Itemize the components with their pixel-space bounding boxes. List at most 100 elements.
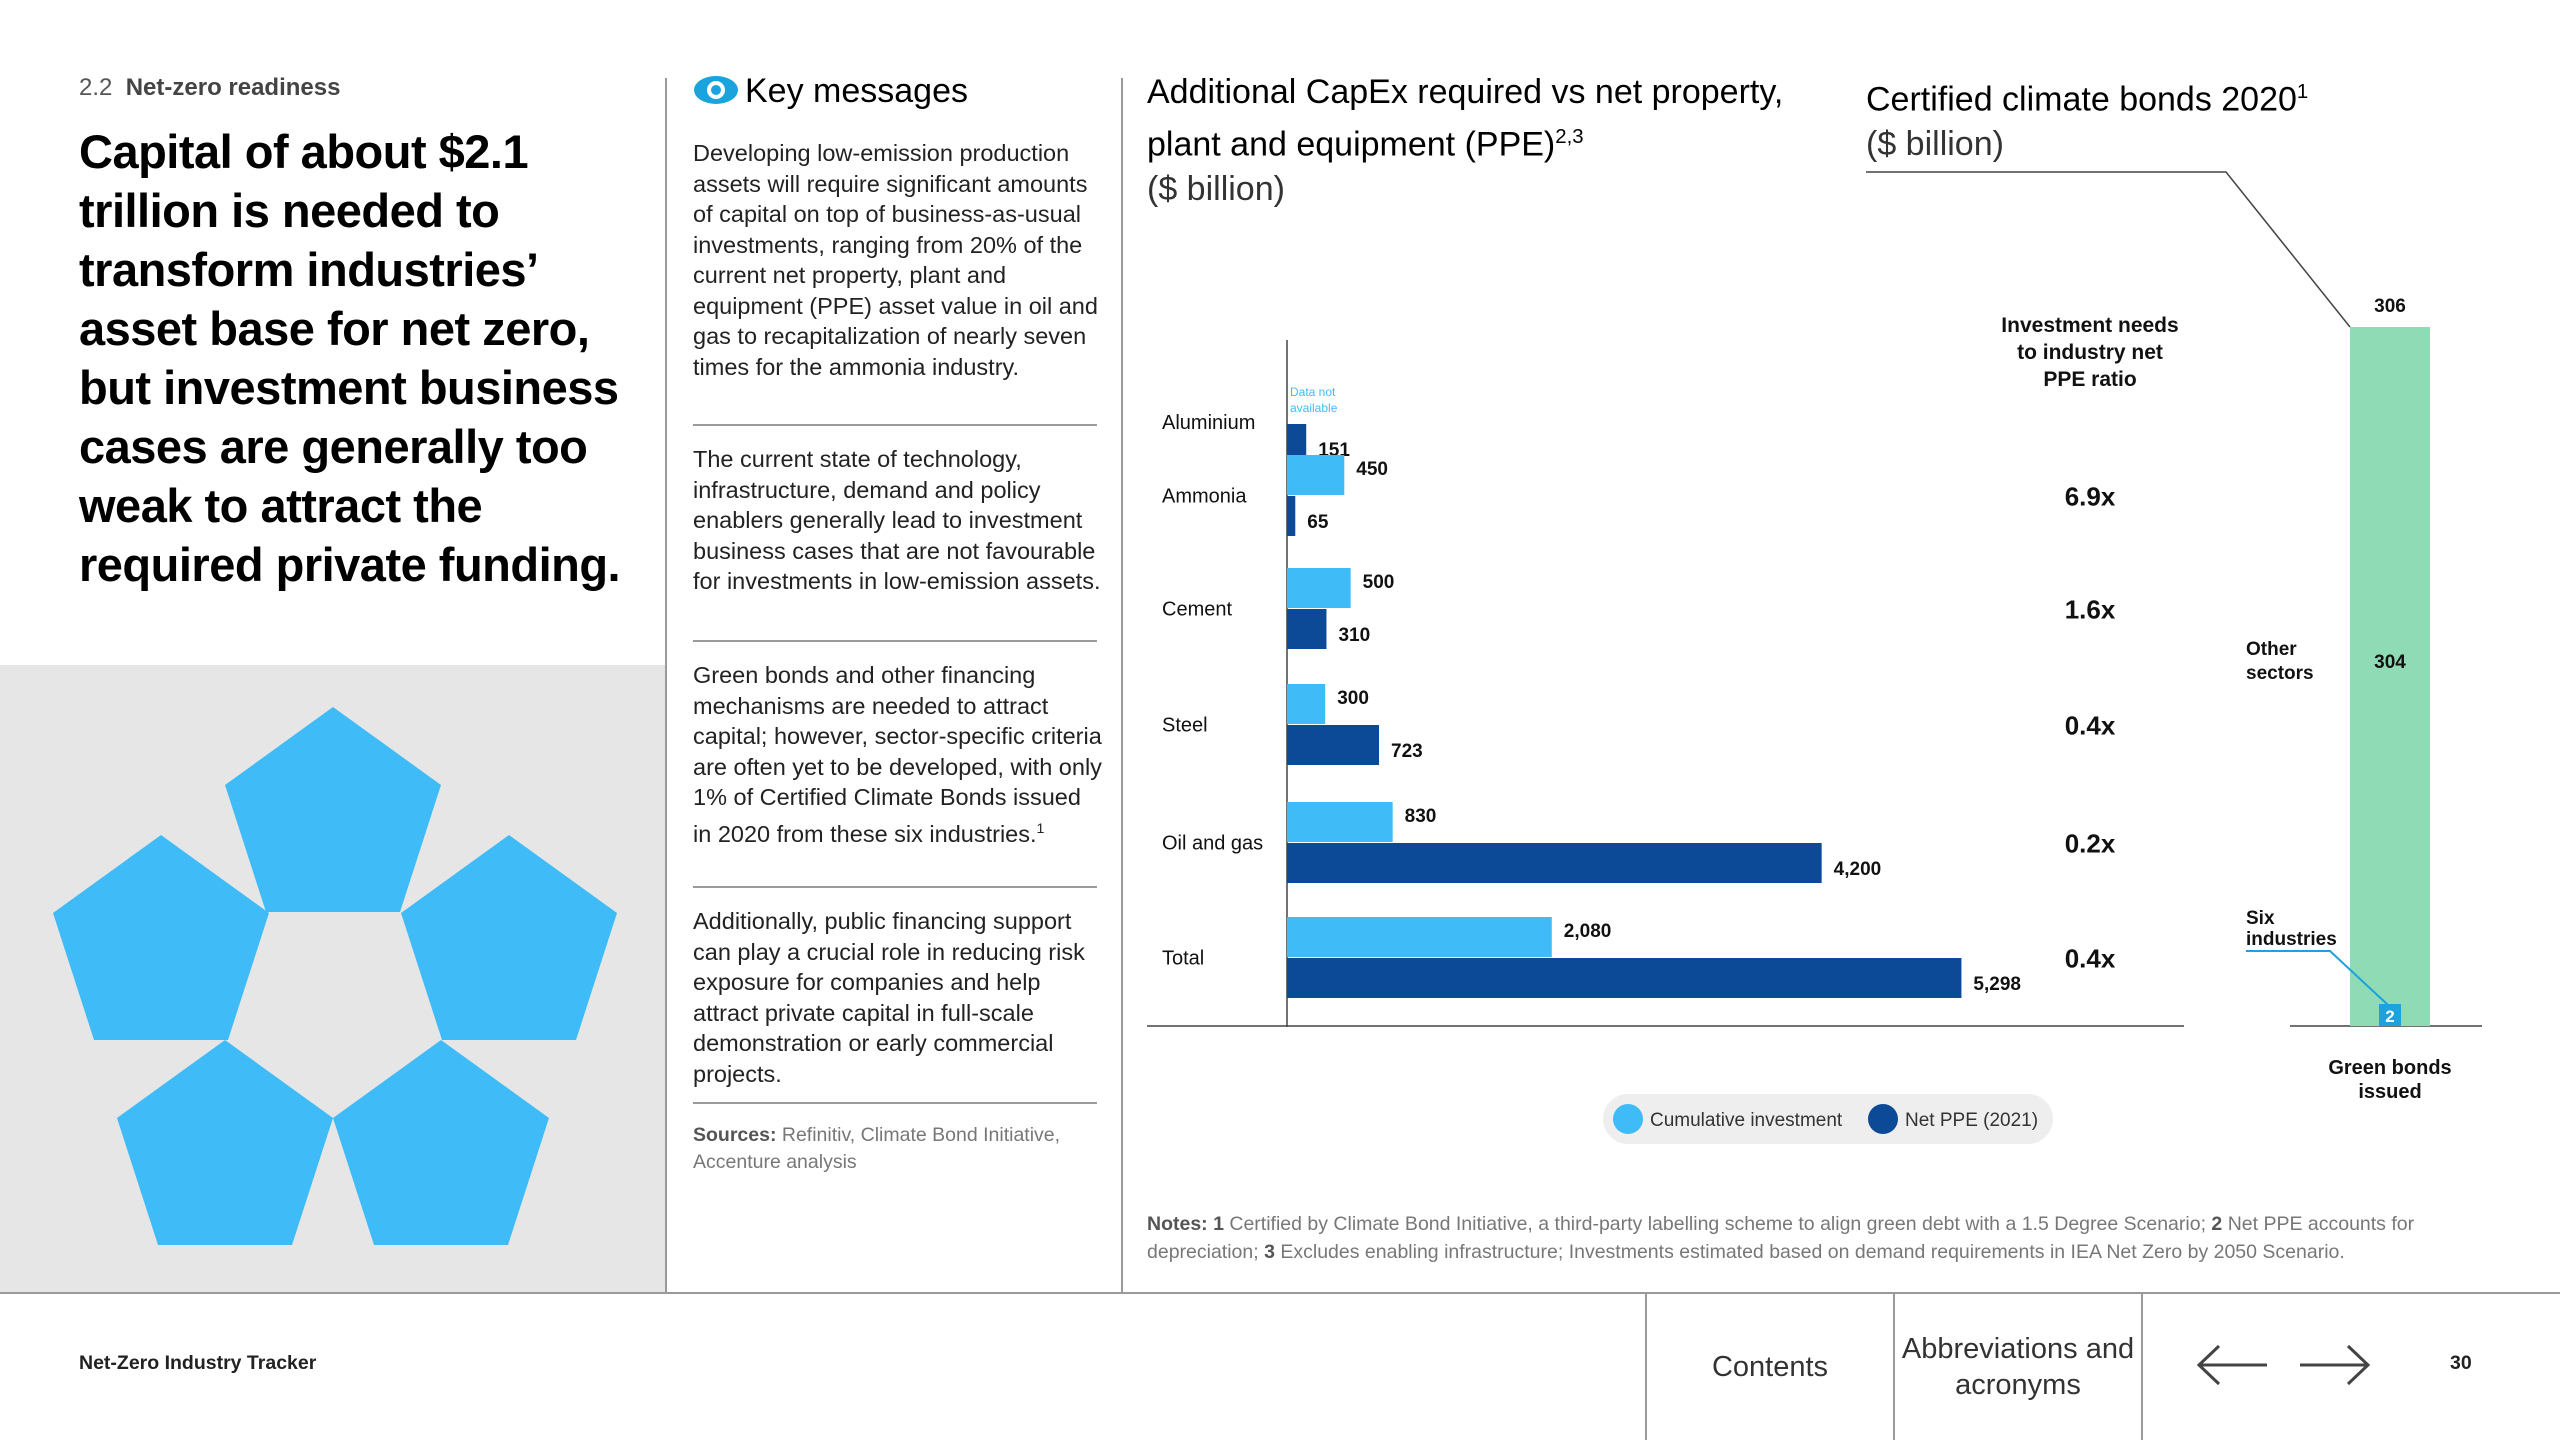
key-message-3: Green bonds and other financing mechanis… <box>693 660 1103 849</box>
sources-text: Refinitiv, Climate Bond Initiative, Acce… <box>693 1124 1061 1173</box>
divider <box>693 886 1097 888</box>
capex-unit: ($ billion) <box>1147 170 1285 209</box>
chart-notes: Notes: 1 Certified by Climate Bond Initi… <box>1147 1210 2477 1266</box>
legend-background <box>1603 1094 2053 1144</box>
bar-net-ppe <box>1287 958 1962 998</box>
title-connector-line <box>1866 171 2351 328</box>
divider <box>665 78 667 1293</box>
value-label-net-ppe: 723 <box>1391 741 1423 762</box>
divider <box>2141 1293 2143 1440</box>
divider <box>1893 1293 1895 1440</box>
contents-button[interactable]: Contents <box>1711 1350 1829 1383</box>
key-messages-title: Key messages <box>745 72 968 110</box>
bar-cumulative-investment <box>1287 917 1552 957</box>
value-label-cumulative: 300 <box>1337 688 1369 709</box>
bonds-chart-title: Certified climate bonds 20201 ($ billion… <box>1866 70 2326 167</box>
bar-other-sectors <box>2350 327 2430 1026</box>
note-text: Excludes enabling infrastructure; Invest… <box>1280 1241 2345 1263</box>
bar-net-ppe <box>1287 609 1327 649</box>
divider <box>693 1102 1097 1104</box>
value-label-net-ppe: 310 <box>1338 625 1370 646</box>
label-other-sectors-line1: Other <box>2246 639 2297 660</box>
ratio-value: 1.6x <box>2065 595 2116 625</box>
previous-page-arrow-icon[interactable] <box>2195 1340 2271 1390</box>
legend-label-net-ppe: Net PPE (2021) <box>1905 1110 2038 1131</box>
ratio-header-line: Investment needs <box>2001 314 2178 337</box>
key-message-1: Developing low-emission production asset… <box>693 140 1098 380</box>
divider <box>693 424 1097 426</box>
six-industries-leader-line <box>2246 950 2389 1006</box>
value-label-cumulative: 450 <box>1356 459 1388 480</box>
category-label: Total <box>1162 948 1204 970</box>
value-label-cumulative: 830 <box>1405 806 1437 827</box>
sources: Sources: Refinitiv, Climate Bond Initiat… <box>693 1122 1103 1176</box>
report-title: Net-Zero Industry Tracker <box>79 1352 317 1374</box>
bar-six-industries <box>2379 1004 2401 1026</box>
bar-cumulative-investment <box>1287 684 1326 724</box>
label-line: Data not <box>1290 385 1336 399</box>
bonds-unit: ($ billion) <box>1866 125 2004 164</box>
divider <box>693 640 1097 642</box>
legend-swatch-cumulative <box>1613 1104 1643 1134</box>
note-text: Net PPE accounts for depreciation; <box>1147 1213 2415 1263</box>
ratio-header-line: PPE ratio <box>2043 368 2136 391</box>
sources-label: Sources: <box>693 1124 777 1146</box>
bar-net-ppe <box>1287 725 1380 765</box>
value-label-net-ppe: 5,298 <box>1973 974 2021 995</box>
pentagon-illustration <box>0 665 666 1292</box>
next-page-arrow-icon[interactable] <box>2296 1340 2372 1390</box>
footnote-ref: 1 <box>1036 819 1045 836</box>
data-not-available-label: Data not available <box>1290 385 1338 415</box>
footnote-ref: 2,3 <box>1555 126 1584 148</box>
category-label: Oil and gas <box>1162 833 1263 855</box>
x-label-line1: Green bonds <box>2328 1057 2451 1079</box>
ratio-header-line: to industry net <box>2017 341 2163 364</box>
key-message-4: Additionally, public financing support c… <box>693 908 1085 1087</box>
key-message-3-text: Green bonds and other financing mechanis… <box>693 662 1102 847</box>
legend-swatch-net-ppe <box>1868 1104 1898 1134</box>
value-label-six-industries: 2 <box>2385 1007 2394 1026</box>
note-text: Certified by Climate Bond Initiative, a … <box>1229 1213 2206 1235</box>
bar-cumulative-investment <box>1287 568 1351 608</box>
ratio-value: 0.2x <box>2065 829 2116 859</box>
bar-cumulative-investment <box>1287 802 1393 842</box>
category-label: Steel <box>1162 715 1208 737</box>
note-number: 3 <box>1264 1241 1275 1263</box>
bonds-title-text: Certified climate bonds 2020 <box>1866 80 2297 119</box>
divider <box>1121 78 1123 1293</box>
section-number: 2.2 <box>79 74 113 101</box>
footnote-ref: 1 <box>2296 81 2309 103</box>
pentagon-flower-graphic <box>53 707 617 1245</box>
label-six-industries-line1: Six <box>2246 908 2275 929</box>
divider <box>1645 1293 1647 1440</box>
capex-chart-title: Additional CapEx required vs net propert… <box>1147 70 1787 212</box>
ratio-value: 0.4x <box>2065 944 2116 974</box>
note-number: 2 <box>2211 1213 2223 1235</box>
value-label-other-sectors: 304 <box>2374 652 2406 673</box>
value-label-cumulative: 500 <box>1363 572 1395 593</box>
page-number: 30 <box>2450 1352 2472 1374</box>
label-six-industries-line2: industries <box>2246 929 2337 950</box>
page-headline: Capital of about $2.1 trillion is needed… <box>79 125 621 591</box>
ratio-value: 0.4x <box>2065 711 2116 741</box>
key-message-2: The current state of technology, infrast… <box>693 446 1101 594</box>
value-label-cumulative: 2,080 <box>1564 921 1612 942</box>
note-number: 1 <box>1213 1213 1224 1235</box>
category-label: Cement <box>1162 599 1232 621</box>
section-label: 2.2 Net-zero readiness <box>79 74 340 102</box>
category-label: Aluminium <box>1162 412 1255 434</box>
notes-label: Notes: <box>1147 1213 1208 1235</box>
capex-title-text: Additional CapEx required vs net propert… <box>1147 73 1784 164</box>
key-messages-header: Key messages <box>693 72 968 111</box>
label-line: available <box>1290 401 1338 415</box>
legend-label-cumulative: Cumulative investment <box>1650 1110 1843 1131</box>
bar-cumulative-investment <box>1287 455 1345 495</box>
bar-net-ppe <box>1287 496 1296 536</box>
category-label: Ammonia <box>1162 486 1247 508</box>
ratio-value: 6.9x <box>2065 482 2116 512</box>
footer-divider <box>0 1292 2560 1294</box>
abbreviations-button[interactable]: Abbreviations and acronyms <box>1901 1332 2135 1401</box>
